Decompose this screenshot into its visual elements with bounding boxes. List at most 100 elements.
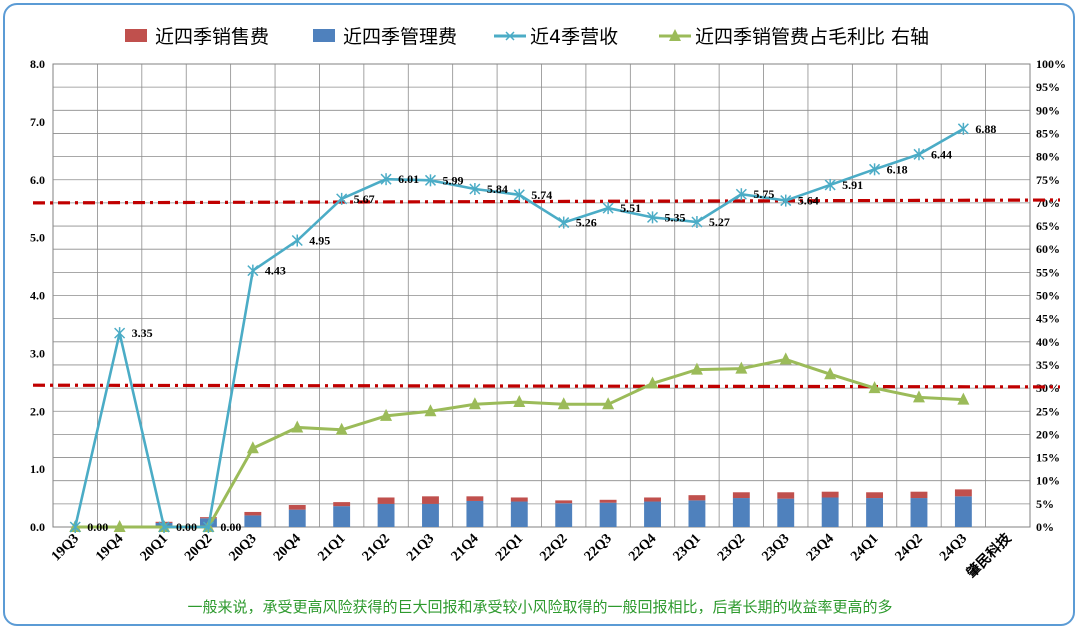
ratio-marker bbox=[380, 408, 393, 421]
x-tick-label: 20Q2 bbox=[182, 531, 215, 564]
legend-label: 近四季管理费 bbox=[343, 26, 457, 48]
revenue-marker bbox=[558, 216, 570, 229]
x-tick-label: 23Q1 bbox=[671, 531, 704, 564]
bar-admin-expense bbox=[732, 498, 750, 527]
revenue-marker bbox=[957, 122, 969, 135]
revenue-data-label: 0.00 bbox=[87, 520, 108, 534]
y2-tick-label: 5% bbox=[1036, 497, 1054, 511]
revenue-data-label: 5.35 bbox=[665, 210, 686, 224]
ratio-marker bbox=[513, 394, 526, 407]
x-tick-label: 24Q2 bbox=[893, 531, 926, 564]
x-tick-label: 24Q1 bbox=[848, 531, 881, 564]
y2-tick-label: 15% bbox=[1036, 451, 1060, 465]
x-tick-label: 23Q4 bbox=[804, 531, 837, 564]
y2-tick-label: 80% bbox=[1036, 150, 1060, 164]
revenue-data-label: 5.99 bbox=[442, 173, 463, 187]
bar-sales-expense bbox=[688, 495, 706, 501]
y-tick-label: 6.0 bbox=[30, 173, 45, 187]
x-tick-label: 22Q1 bbox=[493, 531, 526, 564]
y-tick-label: 0.0 bbox=[30, 520, 45, 534]
y2-tick-label: 40% bbox=[1036, 335, 1060, 349]
x-tick-label: 21Q3 bbox=[404, 531, 437, 564]
y2-tick-label: 70% bbox=[1036, 196, 1060, 210]
x-tick-label: 22Q3 bbox=[582, 531, 615, 564]
y-tick-label: 2.0 bbox=[30, 404, 45, 418]
y2-tick-label: 85% bbox=[1036, 126, 1060, 140]
ratio-marker bbox=[735, 361, 748, 374]
y2-tick-label: 35% bbox=[1036, 358, 1060, 372]
y2-tick-label: 100% bbox=[1036, 57, 1066, 71]
revenue-marker bbox=[735, 188, 747, 201]
legend: 近四季销售费 近四季管理费 近4季营收 近四季销管费占毛利比 右轴 bbox=[125, 26, 929, 48]
revenue-data-label: 5.64 bbox=[798, 194, 819, 208]
legend-marker bbox=[505, 31, 515, 41]
legend-label: 近四季销售费 bbox=[155, 26, 269, 48]
revenue-marker bbox=[202, 521, 214, 533]
bar-admin-expense bbox=[377, 503, 395, 527]
revenue-marker bbox=[114, 327, 126, 340]
x-tick-label: 20Q4 bbox=[271, 531, 304, 564]
legend-label: 近四季销管费占毛利比 右轴 bbox=[695, 26, 929, 48]
revenue-data-label: 3.35 bbox=[132, 326, 153, 340]
bar-sales-expense bbox=[954, 489, 972, 497]
y2-tick-label: 75% bbox=[1036, 173, 1060, 187]
revenue-marker bbox=[913, 148, 925, 161]
y2-tick-label: 60% bbox=[1036, 242, 1060, 256]
y2-tick-label: 20% bbox=[1036, 427, 1060, 441]
bar-admin-expense bbox=[510, 501, 528, 527]
x-tick-label: 23Q2 bbox=[715, 531, 748, 564]
y-tick-label: 5.0 bbox=[30, 231, 45, 245]
bar-admin-expense bbox=[910, 498, 928, 527]
revenue-marker bbox=[69, 521, 81, 533]
x-tick-label: 21Q1 bbox=[315, 531, 348, 564]
ratio-marker bbox=[602, 397, 615, 410]
bar-admin-expense bbox=[288, 509, 306, 527]
x-tick-label: 19Q4 bbox=[93, 531, 126, 564]
bar-admin-expense bbox=[821, 497, 839, 527]
legend-label: 近4季营收 bbox=[530, 26, 618, 48]
bar-admin-expense bbox=[466, 500, 484, 527]
bar-sales-expense bbox=[466, 496, 484, 501]
revenue-data-label: 5.75 bbox=[753, 187, 774, 201]
y2-tick-label: 10% bbox=[1036, 474, 1060, 488]
reference-line bbox=[32, 198, 1061, 205]
y-tick-label: 7.0 bbox=[30, 115, 45, 129]
ratio-marker bbox=[912, 390, 925, 403]
legend-swatch bbox=[125, 29, 147, 42]
x-tick-label: 21Q2 bbox=[360, 531, 393, 564]
x-tick-label: 肇民科技 bbox=[963, 529, 1015, 581]
bar-admin-expense bbox=[422, 503, 439, 527]
y-tick-label: 8.0 bbox=[30, 57, 45, 71]
bar-sales-expense bbox=[910, 491, 928, 499]
ratio-marker bbox=[113, 520, 126, 532]
revenue-marker bbox=[469, 183, 481, 196]
bar-sales-expense bbox=[777, 492, 795, 499]
revenue-marker bbox=[513, 188, 525, 201]
revenue-data-label: 6.44 bbox=[931, 147, 952, 161]
revenue-marker bbox=[424, 174, 437, 187]
legend-marker bbox=[669, 29, 681, 41]
revenue-data-label: 5.91 bbox=[842, 178, 863, 192]
legend-swatch bbox=[313, 29, 335, 42]
revenue-data-label: 6.18 bbox=[887, 162, 908, 176]
revenue-marker bbox=[247, 264, 259, 277]
revenue-data-label: 4.43 bbox=[265, 264, 286, 278]
revenue-data-label: 4.95 bbox=[309, 234, 330, 248]
bar-sales-expense bbox=[422, 496, 439, 504]
revenue-data-label: 5.27 bbox=[709, 215, 730, 229]
revenue-data-label: 5.67 bbox=[354, 192, 375, 206]
bar-admin-expense bbox=[644, 501, 661, 527]
ratio-marker bbox=[690, 362, 703, 375]
bar-sales-expense bbox=[333, 502, 351, 507]
y-tick-label: 3.0 bbox=[30, 346, 45, 360]
bar-admin-expense bbox=[555, 503, 573, 527]
revenue-marker bbox=[691, 215, 703, 228]
revenue-marker bbox=[158, 521, 170, 533]
revenue-data-label: 5.51 bbox=[620, 201, 641, 215]
bar-sales-expense bbox=[866, 492, 884, 499]
revenue-data-label: 5.84 bbox=[487, 182, 508, 196]
x-tick-label: 22Q2 bbox=[537, 531, 570, 564]
x-tick-label: 20Q1 bbox=[138, 531, 171, 564]
ratio-marker bbox=[335, 422, 348, 435]
bar-sales-expense bbox=[555, 500, 573, 504]
